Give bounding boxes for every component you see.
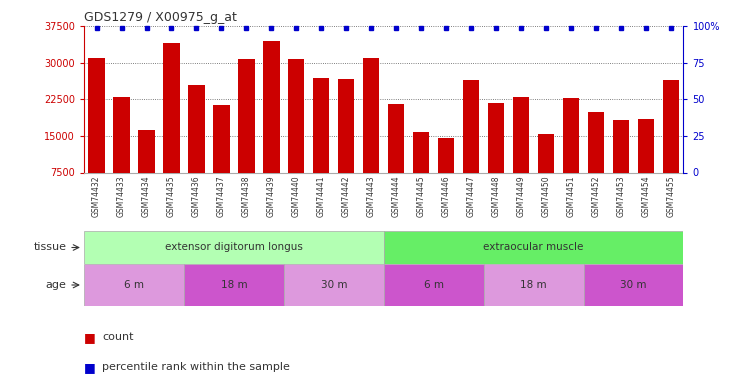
Bar <box>583 264 683 306</box>
Bar <box>88 58 105 209</box>
Bar <box>384 264 484 306</box>
Bar <box>588 112 605 209</box>
Bar <box>84 264 184 306</box>
Bar <box>338 80 355 209</box>
Text: 6 m: 6 m <box>424 280 444 290</box>
Bar <box>484 264 583 306</box>
Text: tissue: tissue <box>34 243 67 252</box>
Text: count: count <box>102 333 134 342</box>
Text: 18 m: 18 m <box>520 280 547 290</box>
Bar <box>163 44 180 209</box>
Bar <box>363 58 379 209</box>
Bar <box>184 264 284 306</box>
Bar <box>438 138 455 209</box>
Text: extensor digitorum longus: extensor digitorum longus <box>165 243 303 252</box>
Bar <box>613 120 629 209</box>
Bar <box>189 85 205 209</box>
Bar <box>263 41 279 209</box>
Bar <box>388 104 404 209</box>
Bar <box>488 103 504 209</box>
Bar <box>313 78 330 209</box>
Bar <box>384 231 683 264</box>
Text: age: age <box>46 280 67 290</box>
Bar <box>213 105 230 209</box>
Text: extraocular muscle: extraocular muscle <box>483 243 584 252</box>
Text: ■: ■ <box>84 361 96 374</box>
Bar <box>288 59 305 209</box>
Bar <box>284 264 384 306</box>
Text: 30 m: 30 m <box>321 280 347 290</box>
Text: ■: ■ <box>84 331 96 344</box>
Bar <box>463 80 480 209</box>
Bar <box>663 80 679 209</box>
Bar <box>413 132 429 209</box>
Text: 18 m: 18 m <box>221 280 247 290</box>
Bar <box>563 98 579 209</box>
Bar <box>84 231 384 264</box>
Bar <box>238 59 254 209</box>
Text: 30 m: 30 m <box>621 280 647 290</box>
Text: percentile rank within the sample: percentile rank within the sample <box>102 363 290 372</box>
Text: GDS1279 / X00975_g_at: GDS1279 / X00975_g_at <box>84 11 237 24</box>
Bar <box>538 134 554 209</box>
Bar <box>138 130 155 209</box>
Bar <box>638 119 654 209</box>
Bar <box>113 97 129 209</box>
Text: 6 m: 6 m <box>124 280 144 290</box>
Bar <box>513 97 529 209</box>
